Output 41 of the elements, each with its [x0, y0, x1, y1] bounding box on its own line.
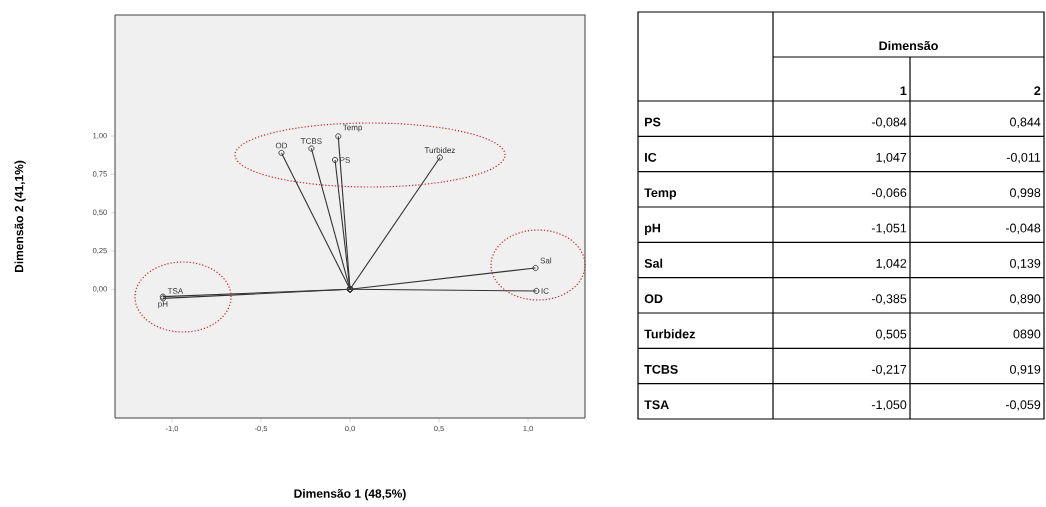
category-label: IC	[645, 152, 657, 162]
series-label: Turbidez	[424, 147, 455, 153]
text: 0,890	[1010, 294, 1041, 305]
text: -1,050	[871, 400, 907, 411]
text: -0,066	[871, 188, 907, 199]
text: 0,844	[1010, 117, 1041, 128]
text: 0,139	[1010, 258, 1041, 270]
category-label: Turbidez	[644, 329, 695, 339]
text: 1,042	[876, 258, 907, 270]
series-label: pH	[158, 301, 168, 309]
category-label: TCBS	[644, 364, 678, 374]
text: 0,998	[1010, 188, 1041, 199]
category-label: Sal	[644, 258, 663, 268]
text: Dimensão	[879, 40, 938, 51]
text: 1,047	[876, 152, 907, 164]
category-label: pH	[645, 223, 661, 235]
category-label: OD	[644, 294, 663, 304]
x-axis-title: Dimensão 1 (48,5%)	[294, 488, 406, 501]
text: -0,048	[1005, 223, 1041, 234]
text: 0,919	[1010, 364, 1041, 376]
text: -0,011	[1006, 152, 1041, 164]
category-label: Temp	[644, 188, 677, 200]
category-label: 2	[1034, 86, 1041, 95]
series-label: TCBS	[300, 138, 322, 144]
category-label: PS	[645, 117, 661, 127]
text: 0890	[1013, 329, 1041, 339]
text: -0,059	[1005, 400, 1041, 411]
series-label: Temp	[342, 124, 363, 132]
category-label: 1	[900, 86, 907, 95]
series-label: PS	[340, 157, 350, 163]
series-label: IC	[541, 288, 549, 294]
series-label: Sal	[540, 257, 552, 264]
y-axis-title: Dimensão 2 (41,1%)	[14, 160, 26, 273]
series-label: TSA	[167, 288, 184, 294]
category-label: TSA	[644, 400, 669, 410]
text: -0,217	[871, 364, 907, 376]
text: 0,505	[876, 329, 907, 340]
text: -0,084	[871, 117, 907, 128]
series-label: OD	[275, 142, 288, 149]
text: -1,051	[871, 223, 907, 234]
text: -0,385	[871, 294, 907, 305]
